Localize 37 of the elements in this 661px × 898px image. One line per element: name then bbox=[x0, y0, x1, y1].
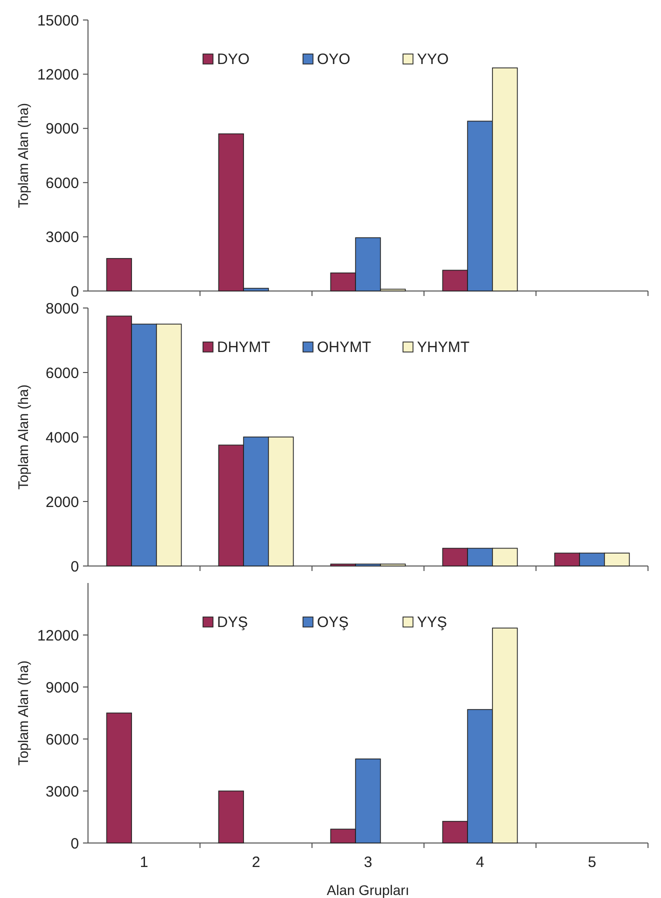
x-tick-label: 1 bbox=[140, 854, 148, 871]
y-tick-label: 15000 bbox=[37, 12, 79, 30]
y-tick-label: 8000 bbox=[46, 300, 79, 318]
y-axis-title: Toplam Alan (ha) bbox=[15, 660, 31, 766]
y-tick-label: 6000 bbox=[46, 174, 79, 192]
y-axis-title: Toplam Alan (ha) bbox=[15, 102, 31, 208]
y-tick-label: 4000 bbox=[46, 429, 79, 446]
legend-label: YHYMT bbox=[417, 339, 470, 356]
x-tick-label: 4 bbox=[476, 854, 484, 871]
legend-label: YYŞ bbox=[417, 614, 448, 631]
x-tick-label: 3 bbox=[364, 854, 372, 871]
bar bbox=[106, 712, 132, 844]
y-tick-label: 9000 bbox=[46, 679, 79, 696]
y-tick-label: 6000 bbox=[46, 364, 79, 382]
x-tick-label: 5 bbox=[588, 854, 596, 871]
y-tick-label: 3000 bbox=[46, 783, 79, 800]
y-tick-label: 12000 bbox=[37, 627, 79, 644]
y-tick-label: 0 bbox=[70, 835, 79, 852]
x-axis-title: Alan Grupları bbox=[326, 882, 410, 898]
y-tick-label: 6000 bbox=[46, 731, 79, 748]
bar bbox=[218, 790, 244, 844]
legend-label: DYŞ bbox=[217, 614, 248, 631]
y-axis-title: Toplam Alan (ha) bbox=[15, 384, 31, 490]
x-tick-label: 2 bbox=[252, 854, 260, 871]
legend-label: DHYMT bbox=[217, 339, 270, 356]
y-tick-label: 3000 bbox=[46, 229, 79, 246]
legend-label: DYO bbox=[217, 51, 250, 68]
y-tick-label: 2000 bbox=[46, 494, 79, 511]
legend-label: OHYMT bbox=[317, 339, 372, 356]
y-tick-label: 0 bbox=[70, 558, 79, 576]
legend-label: OYŞ bbox=[317, 614, 349, 631]
y-tick-label: 9000 bbox=[46, 120, 79, 138]
bar bbox=[106, 258, 132, 292]
y-tick-label: 12000 bbox=[37, 66, 79, 84]
legend-label: OYO bbox=[317, 51, 350, 68]
legend-label: YYO bbox=[417, 51, 449, 68]
y-tick-label: 0 bbox=[70, 283, 79, 300]
